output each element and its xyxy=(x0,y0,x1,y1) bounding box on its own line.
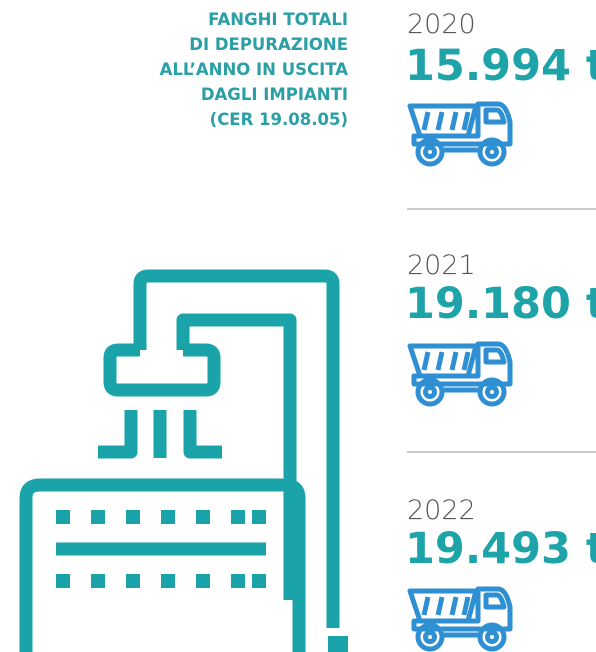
factory-icon xyxy=(19,269,348,652)
truck-icon xyxy=(410,589,510,649)
year: 2021 xyxy=(407,250,476,281)
amount: 19.493 t xyxy=(405,524,596,574)
entry: 2020 15.994 t xyxy=(405,9,596,164)
entry: 2022 19.493 t xyxy=(405,495,596,649)
truck-icon xyxy=(410,344,510,404)
title-line: DAGLI IMPIANTI xyxy=(201,85,348,104)
truck-icon xyxy=(410,104,510,164)
year: 2020 xyxy=(407,9,476,40)
title-line: ALL’ANNO IN USCITA xyxy=(160,60,349,79)
amount: 15.994 t xyxy=(405,41,596,91)
year: 2022 xyxy=(407,495,476,526)
title: FANGHI TOTALI DI DEPURAZIONE ALL’ANNO IN… xyxy=(160,10,349,129)
title-line: DI DEPURAZIONE xyxy=(189,35,348,54)
title-line: (CER 19.08.05) xyxy=(210,110,348,129)
title-line: FANGHI TOTALI xyxy=(208,10,348,29)
amount: 19.180 t xyxy=(405,279,596,329)
entry: 2021 19.180 t xyxy=(405,250,596,404)
